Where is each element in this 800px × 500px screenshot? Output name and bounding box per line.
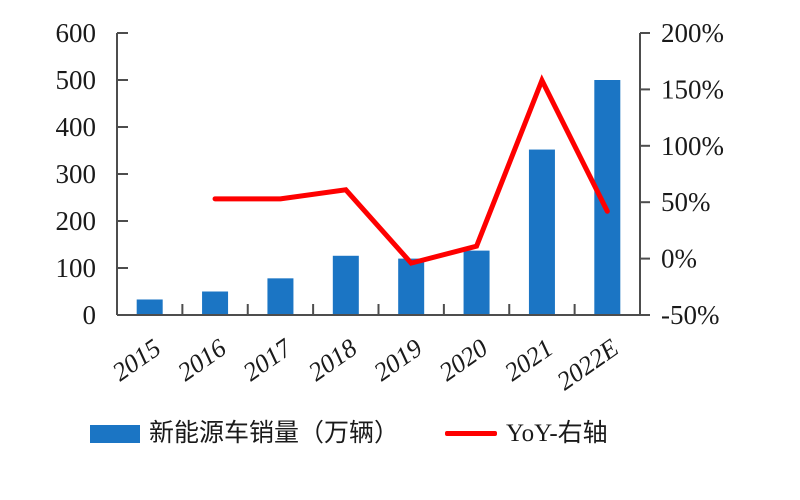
bar-2019: [398, 258, 425, 315]
right-axis-tick-label: 200%: [661, 18, 724, 48]
right-axis-tick-label: 0%: [661, 244, 697, 274]
line-series-swatch-icon: [445, 431, 498, 437]
left-axis-tick-label: 0: [83, 300, 97, 330]
bar-2021: [528, 149, 555, 315]
bar-2015: [136, 299, 163, 315]
chart-legend: 新能源车销量（万辆） YoY-右轴: [90, 420, 608, 448]
right-axis-tick-label: 50%: [661, 187, 711, 217]
line-series-label: YoY-右轴: [506, 420, 608, 447]
left-axis-tick-label: 600: [56, 18, 97, 48]
x-axis-label-2015: 2015: [107, 333, 166, 387]
x-axis-label-2019: 2019: [368, 333, 427, 387]
left-axis-tick-label: 200: [56, 206, 97, 236]
left-axis-tick-label: 500: [56, 65, 97, 95]
x-axis-label-2017: 2017: [238, 333, 298, 387]
bar-2020: [463, 250, 490, 315]
left-axis-tick-label: 100: [56, 253, 97, 283]
legend-item-yoy: YoY-右轴: [445, 420, 608, 448]
x-axis-label-2018: 2018: [303, 333, 362, 387]
x-axis-label-2016: 2016: [172, 333, 231, 387]
right-axis-tick-label: 100%: [661, 131, 724, 161]
x-axis-label-2022E: 2022E: [552, 333, 624, 396]
bar-2016: [202, 291, 229, 315]
x-axis-label-2020: 2020: [434, 333, 493, 387]
bar-2018: [332, 255, 359, 315]
legend-item-sales: 新能源车销量（万辆）: [90, 420, 399, 448]
bar-series-label: 新能源车销量（万辆）: [149, 420, 400, 447]
yoy-line: [212, 74, 610, 266]
left-axis-tick-label: 300: [56, 159, 97, 189]
right-axis-tick-label: -50%: [661, 300, 719, 330]
right-axis-tick-label: 150%: [661, 74, 724, 104]
left-axis-tick-label: 400: [56, 112, 97, 142]
x-axis-label-2021: 2021: [499, 333, 558, 387]
bar-series-swatch-icon: [90, 424, 140, 443]
bar-2017: [267, 278, 294, 315]
